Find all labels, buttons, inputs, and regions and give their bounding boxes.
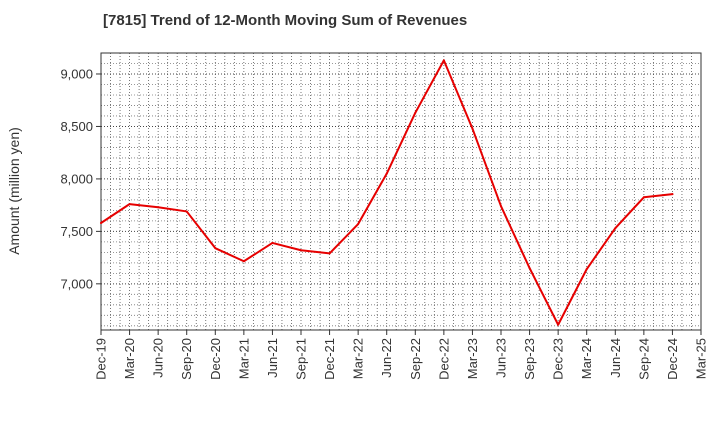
data-point [128,203,131,206]
x-tick-label: Jun-23 [494,338,509,378]
x-tick-label: Mar-25 [694,338,709,379]
x-tick-label: Jun-21 [265,338,280,378]
data-point [585,268,588,271]
grid-layer [101,53,701,330]
x-tick-label: Dec-22 [436,338,451,380]
x-tick-label: Dec-21 [322,338,337,380]
plot-border [100,52,702,331]
y-tick-label: 7,000 [60,276,93,291]
x-tick-label: Mar-21 [236,338,251,379]
x-tick-label: Sep-24 [636,338,651,380]
data-point [642,196,645,199]
x-tick-label: Dec-19 [94,338,109,380]
data-point [214,247,217,250]
y-tick-label: 7,500 [60,224,93,239]
data-point [385,172,388,175]
data-point [442,59,445,62]
data-point [100,221,102,224]
data-point [328,252,331,255]
data-point [242,260,245,263]
data-point [271,241,274,244]
x-tick-label: Mar-23 [465,338,480,379]
x-tick-label: Sep-23 [522,338,537,380]
chart-title: [7815] Trend of 12-Month Moving Sum of R… [103,12,468,29]
axis-layer [96,52,702,335]
x-tick-label: Mar-24 [579,338,594,379]
label-layer: 7,000 7,500 8,000 8,500 9,000 Dec-19 Mar-20 Jun… [60,66,708,379]
series-layer [100,59,674,326]
x-tick-label: Sep-20 [179,338,194,380]
x-tick-label: Sep-21 [294,338,309,380]
data-point [614,227,617,230]
data-point [671,193,674,196]
x-tick-label: Dec-23 [551,338,566,380]
x-tick-label: Dec-20 [208,338,223,380]
y-tick-label: 8,000 [60,171,93,186]
x-tick-label: Jun-22 [379,338,394,378]
x-tick-label: Mar-20 [122,338,137,379]
series-line [100,59,674,326]
data-point [300,249,302,252]
y-tick-label: 9,000 [60,66,93,81]
y-tick-label: 8,500 [60,119,93,134]
x-tick-label: Sep-22 [408,338,423,380]
data-point [185,210,188,213]
data-point [557,323,560,326]
x-tick-label: Dec-24 [665,338,680,380]
x-tick-label: Jun-20 [151,338,166,378]
data-point [157,206,160,209]
data-point [471,127,474,130]
data-point [414,111,417,114]
x-tick-label: Jun-24 [608,338,623,378]
data-point [357,223,360,226]
data-point [528,267,531,270]
data-point [500,205,502,208]
x-tick-label: Mar-22 [351,338,366,379]
